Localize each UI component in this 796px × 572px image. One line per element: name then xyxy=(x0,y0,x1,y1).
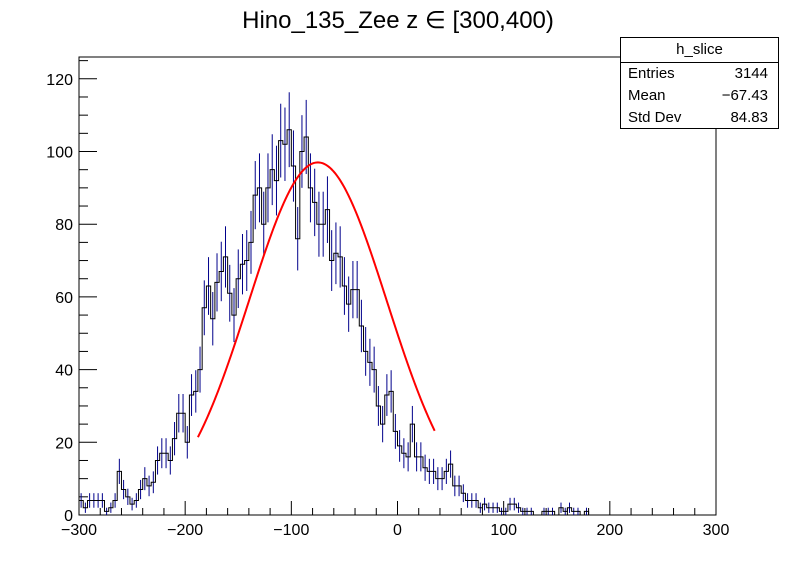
x-tick-label: −100 xyxy=(273,522,309,539)
y-tick-label: 20 xyxy=(55,435,73,452)
error-bars xyxy=(80,92,587,515)
y-tick-label: 100 xyxy=(46,145,73,162)
y-tick-label: 40 xyxy=(55,363,73,380)
histogram-steps xyxy=(78,129,590,516)
stats-value: 84.83 xyxy=(730,109,768,126)
stats-row-entries: Entries 3144 xyxy=(621,63,778,85)
stats-row-mean: Mean −67.43 xyxy=(621,85,778,107)
histogram-line xyxy=(78,129,590,516)
stats-box-title: h_slice xyxy=(621,38,778,63)
stats-row-stddev: Std Dev 84.83 xyxy=(621,107,778,129)
x-tick-label: 0 xyxy=(393,522,402,539)
stats-value: 3144 xyxy=(734,65,768,82)
y-tick-label: 60 xyxy=(55,290,73,307)
x-tick-label: 300 xyxy=(703,522,730,539)
y-tick-label: 80 xyxy=(55,217,73,234)
stats-value: −67.43 xyxy=(721,87,768,104)
fit-curve xyxy=(197,161,436,438)
fit-line xyxy=(197,161,436,438)
x-tick-label: −300 xyxy=(61,522,97,539)
x-tick-label: −200 xyxy=(167,522,203,539)
axis-tick-labels: −300 −200 −100 0 100 200 300 0 20 40 60 80 100 120 xyxy=(46,72,729,539)
stats-box: h_slice Entries 3144 Mean −67.43 Std Dev… xyxy=(620,37,779,129)
y-tick-label: 120 xyxy=(46,72,73,89)
y-tick-label: 0 xyxy=(64,508,73,525)
stats-label: Entries xyxy=(628,65,675,82)
x-tick-label: 100 xyxy=(490,522,517,539)
x-tick-label: 200 xyxy=(596,522,623,539)
stats-label: Std Dev xyxy=(628,109,682,126)
stats-label: Mean xyxy=(628,87,666,104)
chart-title: Hino_135_Zee z ∈ [300,400) xyxy=(242,7,554,34)
